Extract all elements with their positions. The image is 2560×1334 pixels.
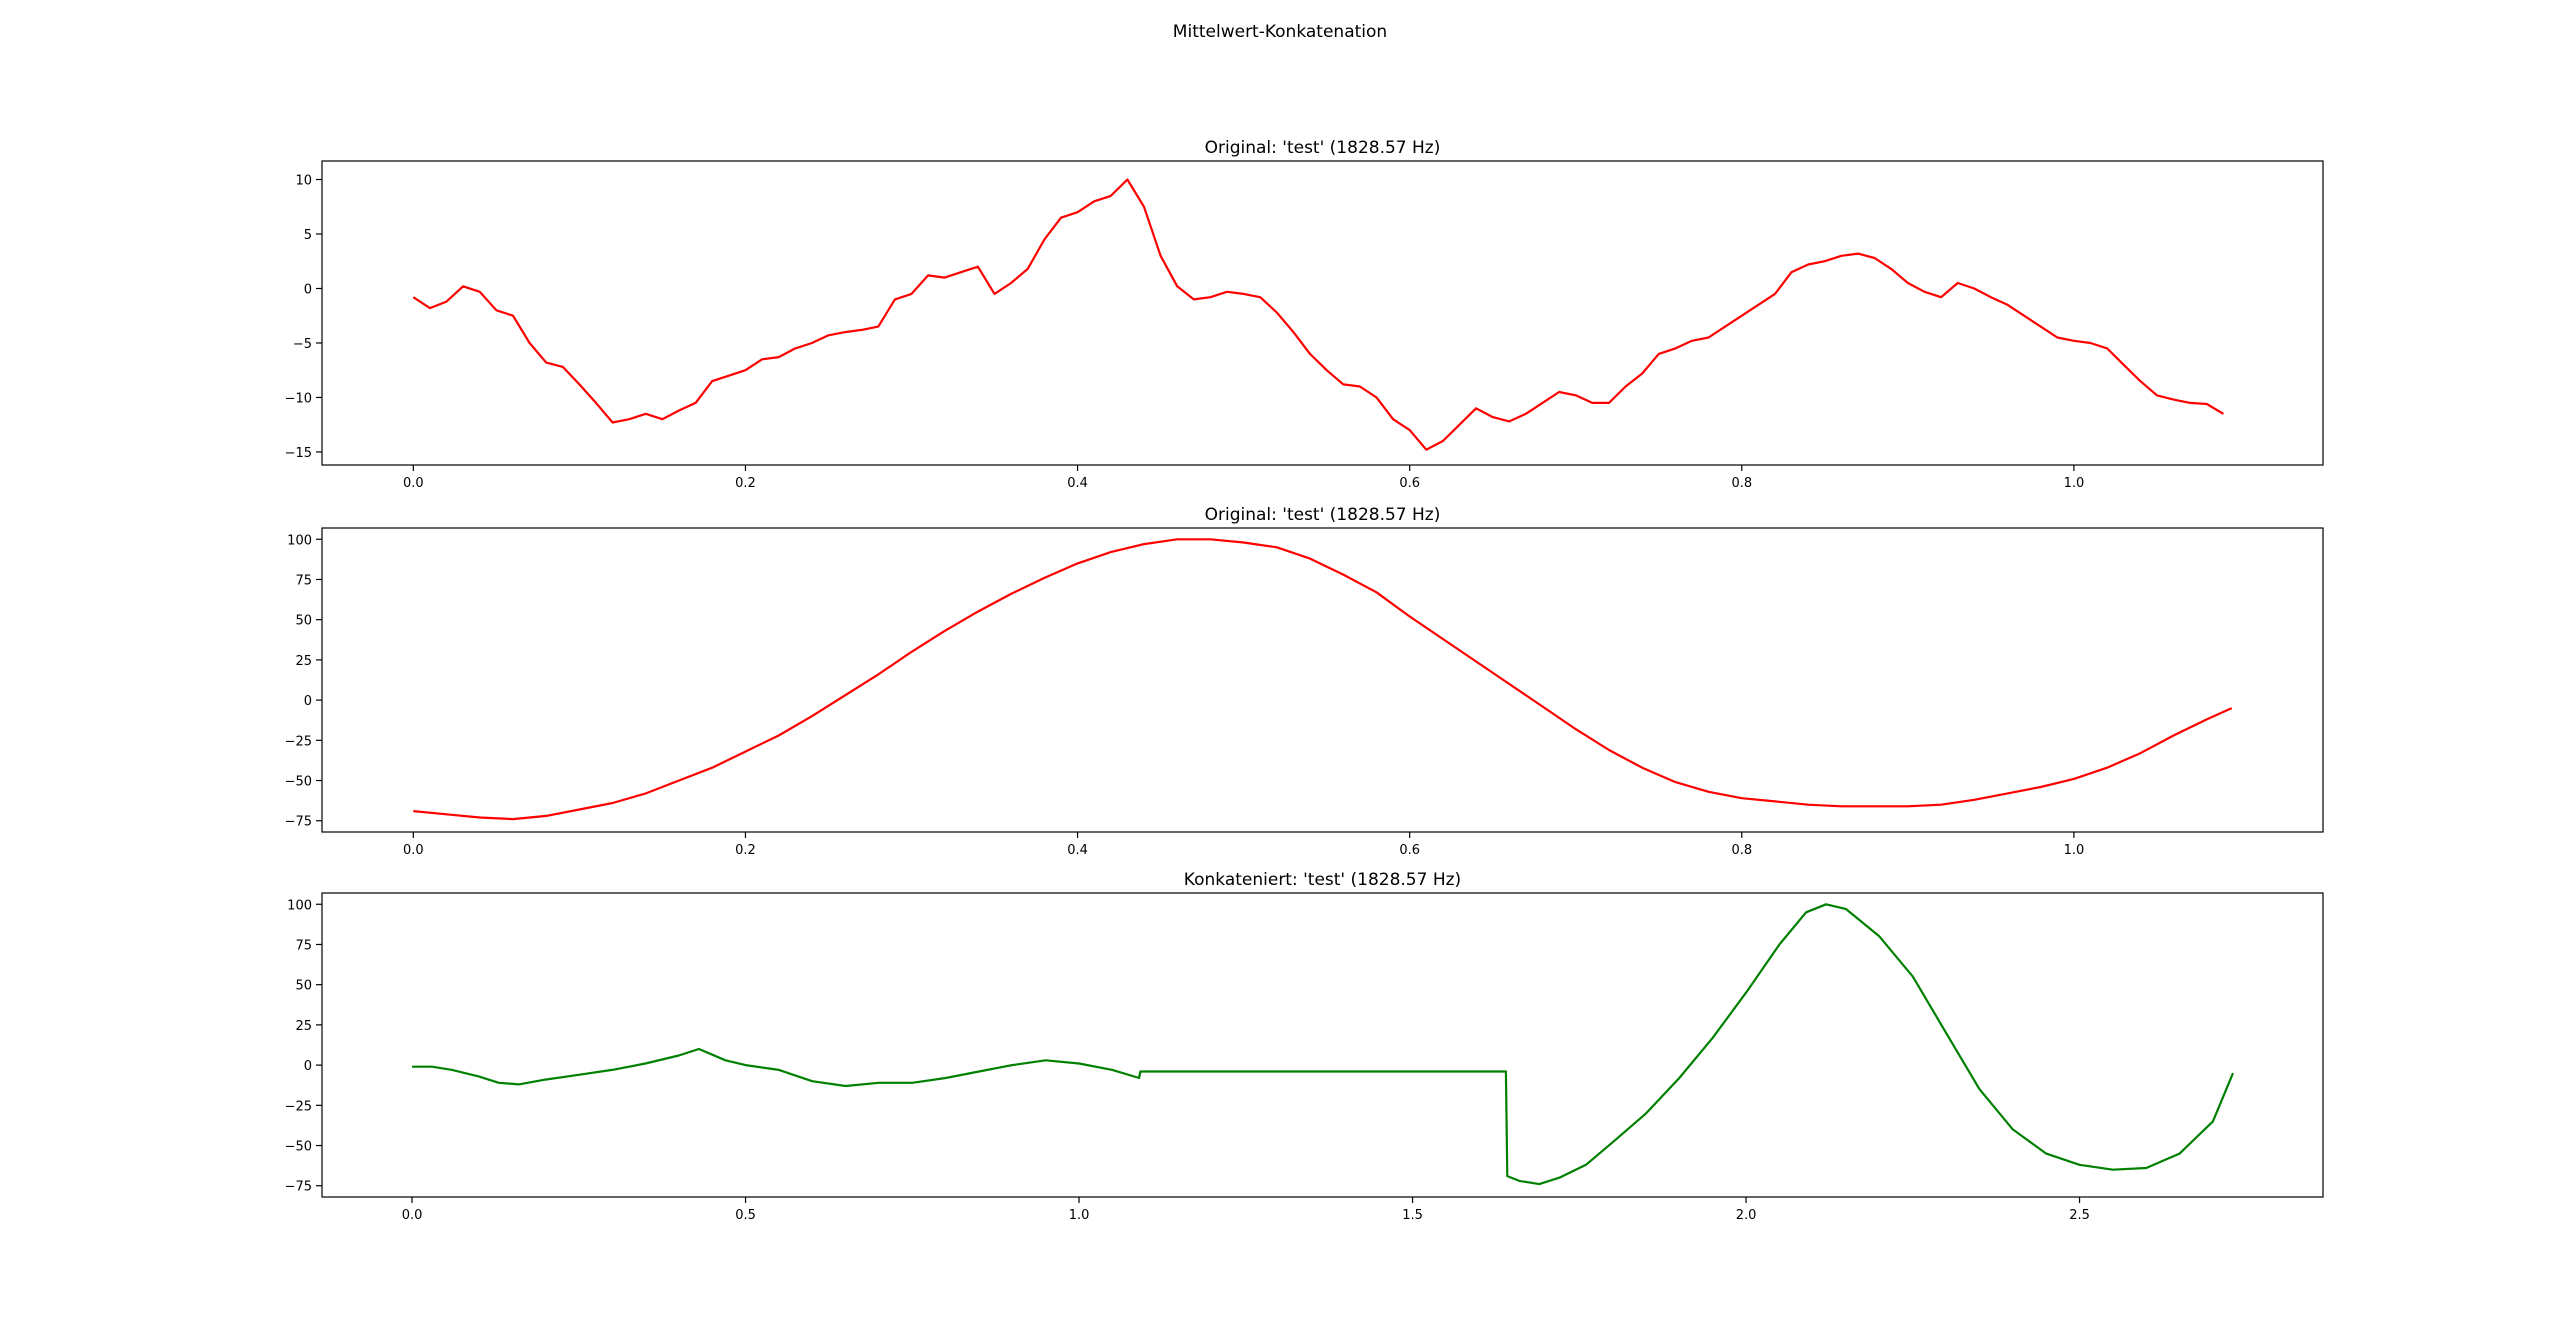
x-tick-label: 1.0 — [1069, 1208, 1090, 1223]
subplot-title: Original: 'test' (1828.57 Hz) — [1205, 138, 1441, 158]
series-line-1 — [412, 178, 2224, 451]
x-tick-label: 2.0 — [1736, 1208, 1757, 1223]
subplot-title: Original: 'test' (1828.57 Hz) — [1205, 505, 1441, 525]
x-tick-label: 0.0 — [403, 843, 424, 858]
subplot-title: Konkateniert: 'test' (1828.57 Hz) — [1184, 870, 1461, 890]
figure-title: Mittelwert-Konkatenation — [1172, 22, 1388, 42]
y-tick-label: 0 — [304, 282, 312, 297]
series-line-1 — [413, 538, 2233, 821]
subplot-2: Original: 'test' (1828.57 Hz) 0.0 0.2 0.4 0.… — [285, 505, 2324, 858]
series-line-1 — [412, 903, 2235, 1186]
y-tick-label: −50 — [285, 1140, 312, 1155]
x-tick-label: 0.8 — [1731, 843, 1752, 858]
y-tick-label: 75 — [295, 573, 312, 588]
y-tick-label: −10 — [285, 391, 312, 406]
x-tick-label: 0.8 — [1731, 476, 1752, 491]
x-tick-label: 0.0 — [402, 1208, 423, 1223]
y-tick-label: −50 — [285, 775, 312, 790]
x-tick-label: 2.5 — [2069, 1208, 2090, 1223]
axes-frame — [321, 160, 2324, 466]
y-tick-label: 75 — [295, 938, 312, 953]
x-tick-label: 0.4 — [1067, 476, 1088, 491]
x-tick-label: 0.2 — [735, 476, 756, 491]
axes-frame — [321, 527, 2324, 833]
x-tick-label: 0.6 — [1399, 843, 1420, 858]
y-tick-label: 50 — [295, 979, 312, 994]
y-tick-label: 0 — [304, 1059, 312, 1074]
x-tick-label: 0.2 — [735, 843, 756, 858]
y-tick-label: −75 — [285, 815, 312, 830]
x-tick-label: 1.5 — [1402, 1208, 1423, 1223]
x-tick-label: 0.0 — [403, 476, 424, 491]
y-tick-label: 100 — [287, 533, 312, 548]
y-tick-label: 10 — [295, 174, 312, 189]
y-tick-label: 5 — [304, 228, 312, 243]
subplot-3: Konkateniert: 'test' (1828.57 Hz) 0.0 0.5 1… — [285, 870, 2324, 1223]
y-tick-label: −25 — [285, 734, 312, 749]
x-tick-label: 1.0 — [2064, 843, 2085, 858]
y-tick-label: 50 — [295, 614, 312, 629]
y-tick-label: 0 — [304, 694, 312, 709]
axes-frame — [321, 892, 2324, 1198]
x-tick-label: 0.6 — [1399, 476, 1420, 491]
x-tick-label: 0.5 — [735, 1208, 756, 1223]
x-tick-label: 1.0 — [2064, 476, 2085, 491]
y-tick-label: −25 — [285, 1099, 312, 1114]
x-tick-label: 0.4 — [1067, 843, 1088, 858]
y-tick-label: −75 — [285, 1180, 312, 1195]
y-tick-label: 25 — [295, 654, 312, 669]
y-tick-label: 100 — [287, 898, 312, 913]
subplot-1: Original: 'test' (1828.57 Hz) 0.0 0.2 0.4 0.… — [285, 138, 2324, 491]
y-tick-label: −15 — [285, 446, 312, 461]
y-tick-label: −5 — [293, 337, 312, 352]
y-tick-label: 25 — [295, 1019, 312, 1034]
